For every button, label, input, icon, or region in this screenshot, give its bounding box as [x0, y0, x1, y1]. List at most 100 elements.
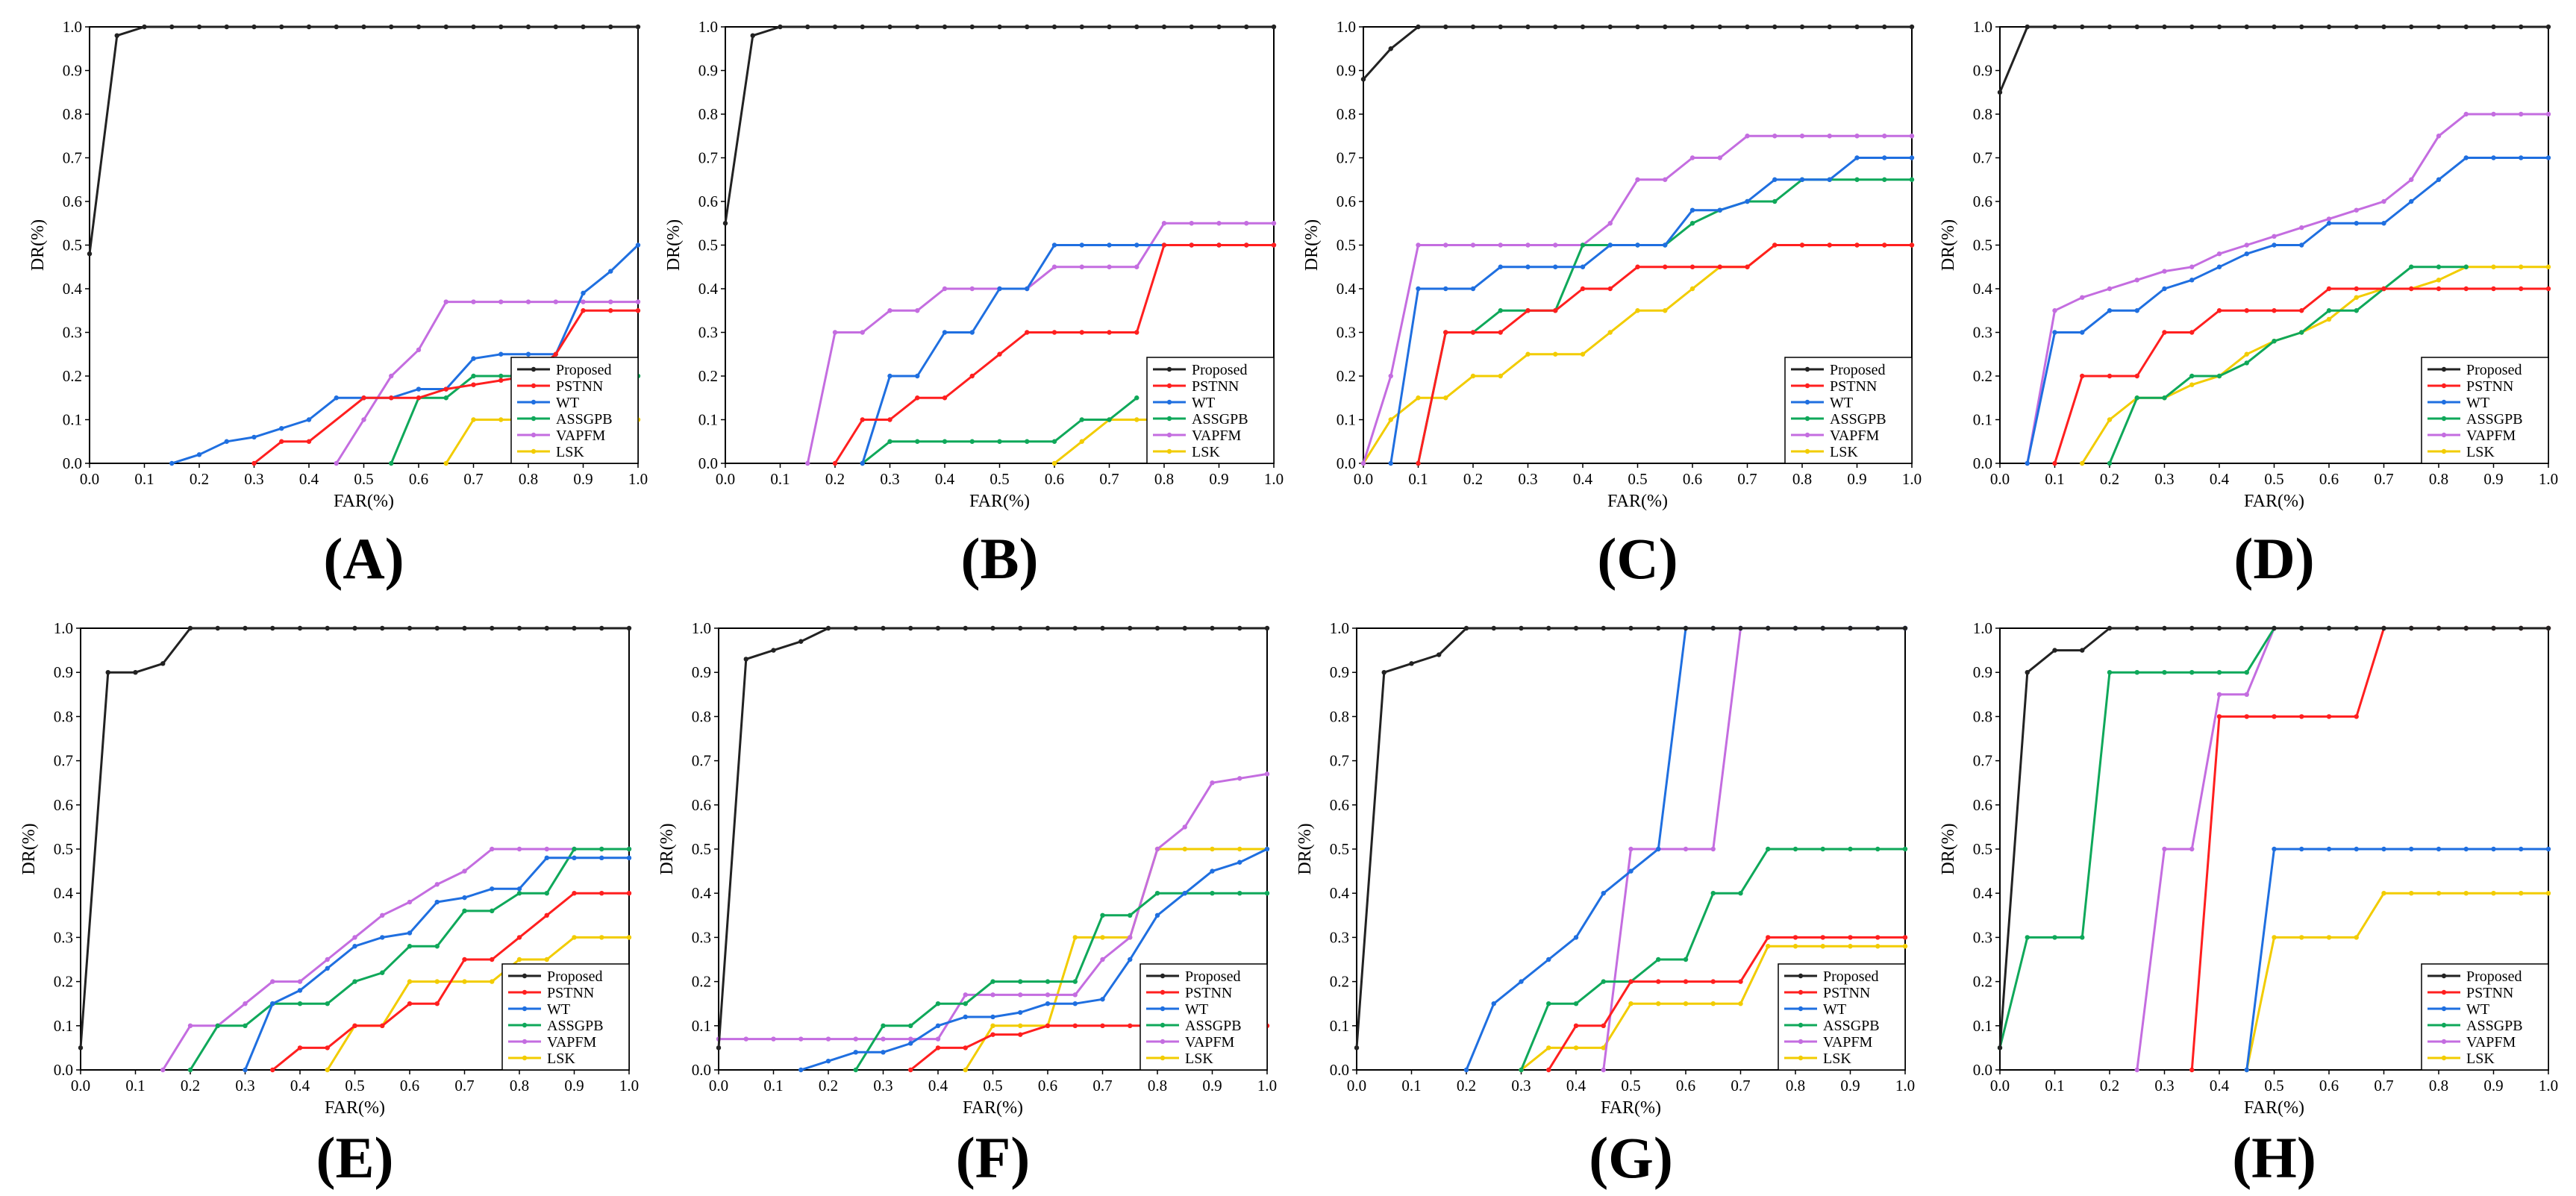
data-point [1607, 286, 1613, 292]
x-tick-label: 0.1 [125, 1077, 145, 1095]
data-point [1601, 1023, 1606, 1029]
data-point [1717, 155, 1722, 160]
data-point [2134, 625, 2139, 631]
y-tick-label: 0.8 [1337, 105, 1356, 123]
data-point [1738, 625, 1743, 631]
data-point [1573, 625, 1579, 631]
x-tick-label: 0.7 [2374, 1077, 2393, 1095]
data-point [1519, 625, 1524, 631]
data-point [990, 625, 995, 631]
series-line-assgpb [2108, 266, 2466, 464]
x-tick-label: 1.0 [619, 1077, 639, 1095]
data-point [1717, 24, 1722, 30]
data-point [743, 1036, 748, 1042]
data-point [1072, 625, 1078, 631]
data-point [1882, 24, 1887, 30]
x-tick-label: 0.3 [2154, 470, 2174, 488]
y-tick-label: 0.8 [1973, 105, 1992, 123]
y-tick-label: 0.0 [1973, 454, 1992, 472]
legend-label-pstnn: PSTNN [547, 985, 594, 1001]
data-point [1601, 1067, 1606, 1073]
data-point [1470, 373, 1476, 379]
y-tick-label: 0.3 [692, 928, 711, 946]
legend-marker [1166, 383, 1172, 389]
x-tick-label: 0.4 [928, 1077, 948, 1095]
data-point [1443, 286, 1448, 292]
x-tick-label: 0.2 [825, 470, 845, 488]
data-point [1628, 846, 1634, 852]
data-point [572, 846, 577, 852]
legend-marker [2441, 416, 2447, 422]
data-point [572, 625, 577, 631]
y-tick-label: 0.5 [1973, 840, 1992, 858]
data-point [1189, 242, 1194, 248]
data-point [1689, 24, 1695, 30]
data-point [2107, 417, 2113, 422]
data-point [1792, 935, 1798, 940]
data-point [2162, 24, 2167, 30]
legend-marker [2441, 383, 2447, 389]
data-point [1498, 24, 1503, 30]
y-tick-label: 0.2 [1337, 367, 1356, 385]
legend-label-proposed: Proposed [547, 968, 602, 985]
legend-label-vapfm: VAPFM [1185, 1034, 1235, 1051]
data-point [2519, 891, 2524, 896]
data-point [599, 855, 604, 861]
y-axis-title: DR(%) [1295, 823, 1315, 874]
y-tick-label: 0.5 [1337, 237, 1356, 254]
legend-frame [1146, 357, 1275, 464]
data-point [1360, 77, 1366, 82]
data-point [2436, 625, 2442, 631]
data-point [1079, 417, 1084, 422]
data-point [334, 24, 339, 30]
data-point [2189, 330, 2195, 335]
y-tick-label: 0.5 [692, 840, 711, 858]
data-point [1416, 24, 1421, 30]
data-point [1553, 242, 1558, 248]
data-point [525, 24, 531, 30]
data-point [2216, 692, 2222, 697]
legend-label-assgpb: ASSGPB [1185, 1018, 1242, 1034]
data-point [2244, 351, 2249, 357]
data-point [169, 460, 175, 466]
series-lsk [1519, 944, 1908, 1073]
y-tick-label: 0.7 [1330, 752, 1349, 770]
data-point [1875, 944, 1881, 949]
series-vapfm [1360, 134, 1915, 466]
x-tick-label: 0.5 [1621, 1077, 1640, 1095]
series-proposed [1354, 625, 1908, 1051]
data-point [2162, 625, 2167, 631]
x-tick-label: 0.6 [400, 1077, 419, 1095]
data-point [1820, 625, 1825, 631]
data-point [2381, 286, 2386, 292]
series-proposed [78, 625, 632, 1051]
x-tick-label: 0.5 [990, 470, 1009, 488]
data-point [2272, 625, 2277, 631]
data-point [2491, 846, 2496, 852]
legend-label-assgpb: ASSGPB [1192, 411, 1248, 428]
y-tick-label: 0.8 [1973, 707, 1992, 725]
data-point [1854, 24, 1860, 30]
data-point [1820, 846, 1825, 852]
data-point [1848, 944, 1853, 949]
data-point [325, 965, 330, 971]
data-point [1051, 264, 1057, 269]
data-point [1601, 625, 1606, 631]
data-point [1100, 1023, 1105, 1029]
data-point [2080, 373, 2085, 379]
data-point [443, 395, 448, 401]
data-point [915, 308, 920, 313]
data-point [2244, 251, 2249, 257]
x-tick-label: 0.3 [244, 470, 263, 488]
y-tick-label: 1.0 [692, 619, 711, 637]
data-point [498, 378, 504, 383]
data-point [2107, 625, 2113, 631]
y-tick-label: 0.3 [698, 324, 718, 342]
data-point [581, 290, 586, 296]
y-tick-label: 0.5 [1330, 840, 1349, 858]
data-point [2519, 846, 2524, 852]
data-point [1100, 997, 1105, 1002]
data-point [1656, 846, 1661, 852]
series-line-pstnn [272, 892, 629, 1071]
